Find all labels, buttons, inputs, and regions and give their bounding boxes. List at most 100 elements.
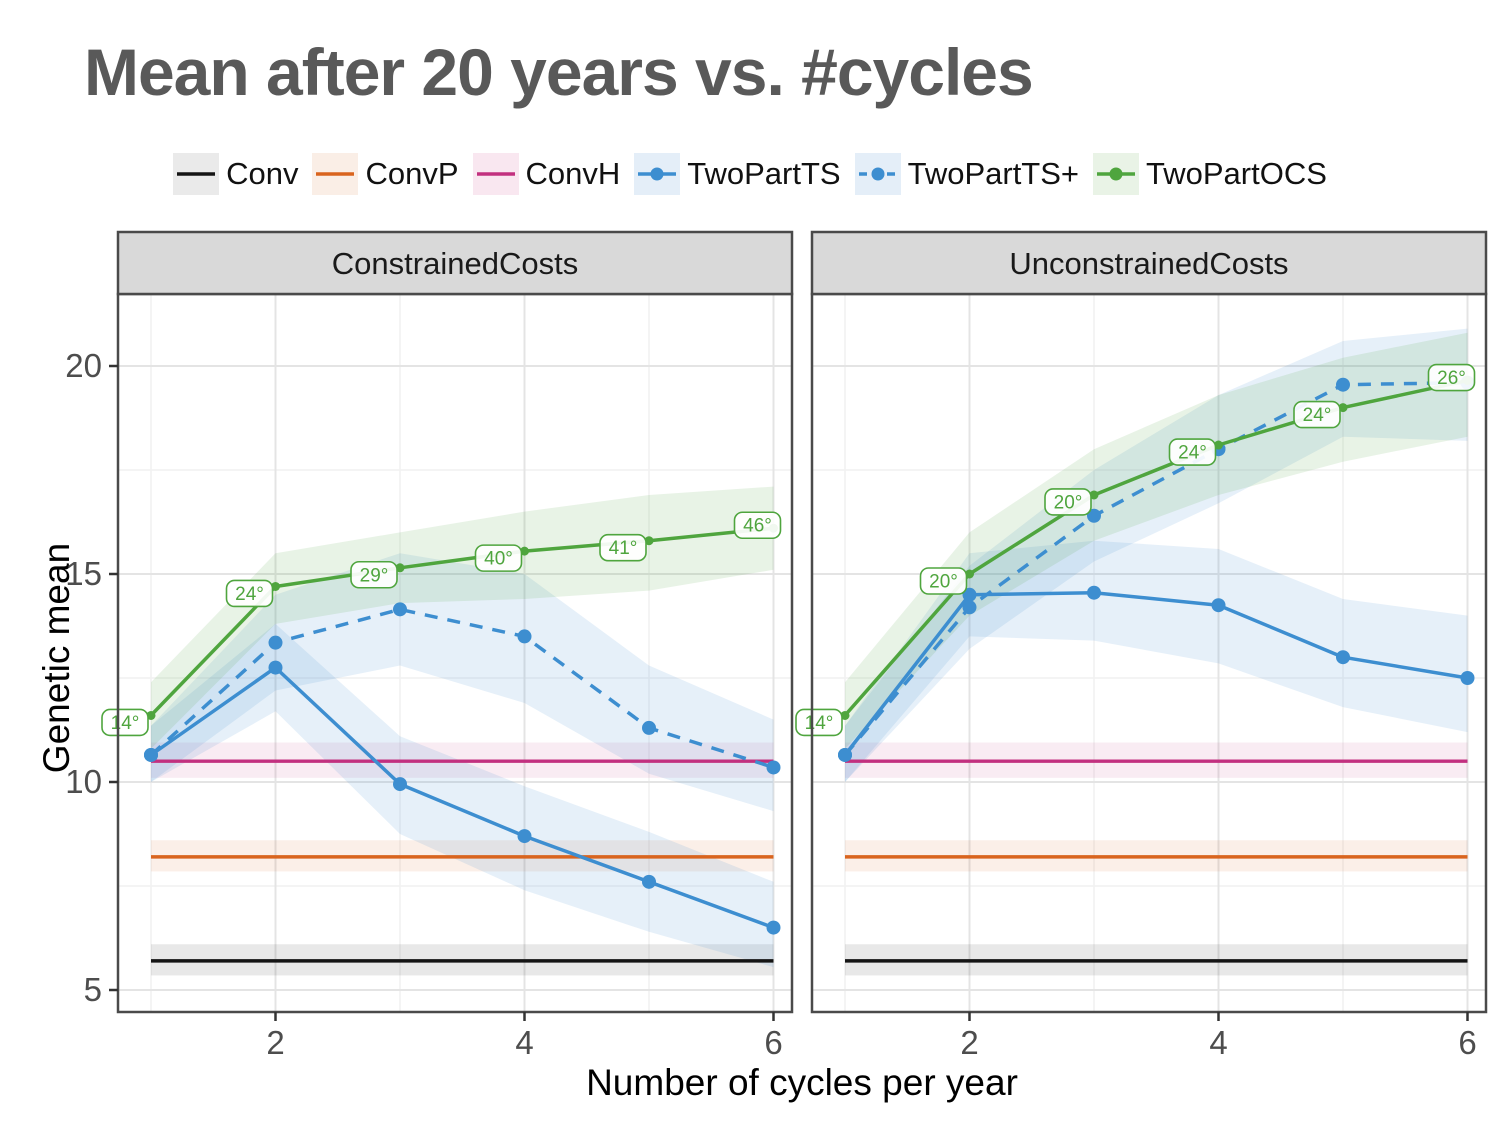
legend-label: TwoPartTS+ [907,156,1080,191]
ocs-label-text: 14° [111,713,140,734]
legend-item-twopartocs: TwoPartOCS [1093,153,1327,195]
ocs-label-box [795,708,843,737]
ocs-point-label: 40° [474,544,523,572]
ocs-point-label: 14° [101,708,149,737]
point-twoparttsplus [962,600,977,615]
ocs-label-text: 40° [484,549,513,570]
point-twoparttsplus [393,602,407,617]
point-twopartts [1087,585,1101,600]
ocs-label-text: 26° [1437,368,1466,389]
line-twoparttsplus [843,380,1468,757]
ribbon-twoparttsplus [151,553,774,812]
point-twopartts [642,874,656,889]
ocs-label-box [225,579,274,608]
point-twoparttsplus [642,720,656,735]
point-twoparttsplus [517,629,532,644]
line-twopartts [843,590,1468,757]
legend-key-point [1109,167,1123,181]
legend-item-twoparttsplus: TwoPartTS+ [854,153,1080,195]
point-twopartts [1211,598,1226,613]
ocs-point-label: 46° [733,511,782,540]
point-twopartts [962,587,977,602]
legend-label: TwoPartOCS [1146,156,1327,191]
legend-key-twopartocs [1093,153,1140,195]
point-twopartts [766,920,781,935]
ribbon-twoparttsplus [845,328,1468,782]
facet-strip-title: UnconstrainedCosts [1009,246,1288,281]
legend-key-convh [472,153,519,195]
line-twoparttsplus [149,607,775,770]
ocs-label-box [919,567,968,595]
ocs-label-text: 24° [235,584,264,605]
ocs-point-label: 20° [919,567,968,595]
ocs-label-box [1044,488,1092,516]
y-tick-label: 20 [65,347,102,384]
legend-key-convp [312,153,359,195]
x-tick-label: 2 [960,1024,978,1061]
ocs-label-text: 20° [1054,492,1083,513]
y-tick-label: 15 [65,555,102,592]
legend-key-twoparttsplus [854,153,901,195]
facet-strip-title: ConstrainedCosts [332,246,578,281]
legend-item-convp: ConvP [312,153,459,195]
point-twopartts [517,829,532,844]
ocs-point-label: 41° [599,533,647,562]
line-twopartocs [149,526,774,717]
legend-key-point [871,167,885,181]
ocs-label-box [1293,400,1341,429]
point-twoparttsplus [1087,508,1101,523]
point-twopartts [1336,650,1350,665]
ocs-label-text: 24° [1178,443,1207,464]
ocs-label-text: 29° [360,565,389,586]
legend-key-point [650,167,664,181]
legend-label: ConvH [525,156,621,191]
legend-label: TwoPartTS [687,156,841,191]
point-twoparttsplus [838,747,852,762]
ocs-point-label: 24° [225,579,274,608]
x-tick-label: 4 [1209,1024,1227,1061]
point-twoparttsplus [144,747,158,762]
line-twopartts [149,665,775,930]
ribbon-twopartts [845,540,1468,782]
ribbon-twopartts [151,623,774,968]
point-twopartts [1460,671,1475,685]
ocs-label-text: 41° [609,538,638,559]
ocs-label-text: 46° [743,516,772,537]
y-tick-label: 5 [84,971,102,1008]
chart-title: Mean after 20 years vs. #cycles [84,35,1034,109]
x-tick-label: 6 [1458,1024,1476,1061]
point-twopartts [393,777,407,792]
ocs-label-text: 24° [1303,405,1332,426]
legend-key-twopartts [634,153,681,195]
line-twopartocs [843,378,1468,717]
x-tick-label: 6 [764,1024,782,1061]
legend-label: ConvP [365,156,459,191]
ocs-point-label: 24° [1168,438,1217,466]
legend-item-convh: ConvH [472,153,621,195]
ocs-point-label: 24° [1293,400,1341,429]
point-twoparttsplus [1336,377,1350,392]
x-tick-label: 2 [266,1024,284,1061]
facet-strip [810,230,1488,296]
x-tick-label: 4 [515,1024,533,1061]
point-twopartts [268,660,283,675]
ocs-point-label: 14° [795,708,843,737]
ocs-point-label: 20° [1044,488,1092,516]
ocs-point-label: 26° [1427,363,1476,392]
ocs-label-box [1427,363,1476,392]
point-twoparttsplus [766,760,781,775]
ocs-label-box [733,511,782,540]
x-axis-title: Number of cycles per year [586,1062,1018,1103]
ocs-label-box [1168,438,1217,466]
legend-key-conv [173,153,220,195]
ocs-label-box [101,708,149,737]
ocs-label-box [599,533,647,562]
legend-item-twopartts: TwoPartTS [634,153,841,195]
facet-strip [116,230,794,296]
y-tick-label: 10 [65,763,102,800]
ocs-label-box [350,560,398,589]
ocs-label-box [474,544,523,572]
ocs-label-text: 14° [805,713,834,734]
